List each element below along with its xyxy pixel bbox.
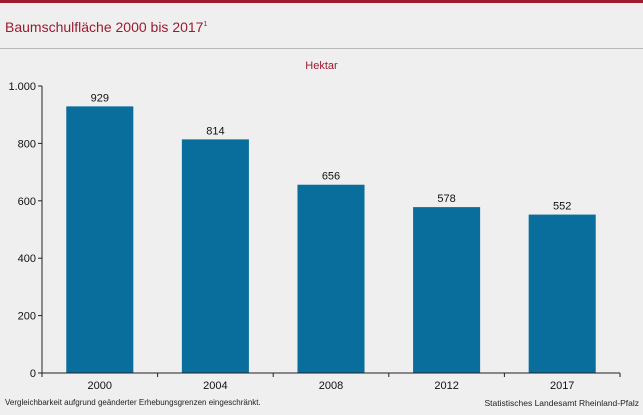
y-tick-label: 200 — [18, 311, 36, 323]
y-tick-label: 0 — [30, 368, 36, 380]
y-tick-label: 600 — [18, 196, 36, 208]
data-label: 656 — [322, 171, 340, 183]
x-tick-label: 2012 — [434, 380, 458, 392]
source: Statistisches Landesamt Rheinland-Pfalz — [484, 398, 640, 408]
title-rule — [0, 48, 643, 49]
x-tick-label: 2017 — [550, 380, 574, 392]
unit-label: Hektar — [305, 60, 338, 72]
x-axis: 2000 2004 2008 2012 2017 — [41, 372, 621, 392]
y-tick-label: 1.000 — [8, 81, 36, 93]
data-label: 929 — [91, 92, 109, 104]
footnote-marker: 1 — [203, 21, 208, 28]
bars: 929 814 656 578 552 — [66, 92, 596, 373]
bar-2004 — [181, 139, 249, 373]
chart-title: Baumschulfläche 2000 bis 20171 — [5, 19, 208, 35]
footnote: Vergleichbarkeit aufgrund geänderter Erh… — [5, 398, 261, 407]
bar-2017 — [528, 214, 596, 373]
bar-2008 — [297, 184, 365, 373]
x-tick-label: 2008 — [319, 380, 343, 392]
y-axis: 0 200 400 600 800 1.000 — [8, 81, 43, 380]
x-tick-label: 2004 — [203, 380, 227, 392]
y-tick-label: 400 — [18, 253, 36, 265]
x-tick-label: 2000 — [88, 380, 112, 392]
data-label: 578 — [437, 193, 455, 205]
data-label: 552 — [553, 201, 571, 213]
bar-2012 — [413, 207, 481, 373]
y-tick-label: 800 — [18, 138, 36, 150]
top-rule — [0, 0, 643, 3]
bar-2000 — [66, 106, 134, 373]
data-label: 814 — [206, 125, 224, 137]
